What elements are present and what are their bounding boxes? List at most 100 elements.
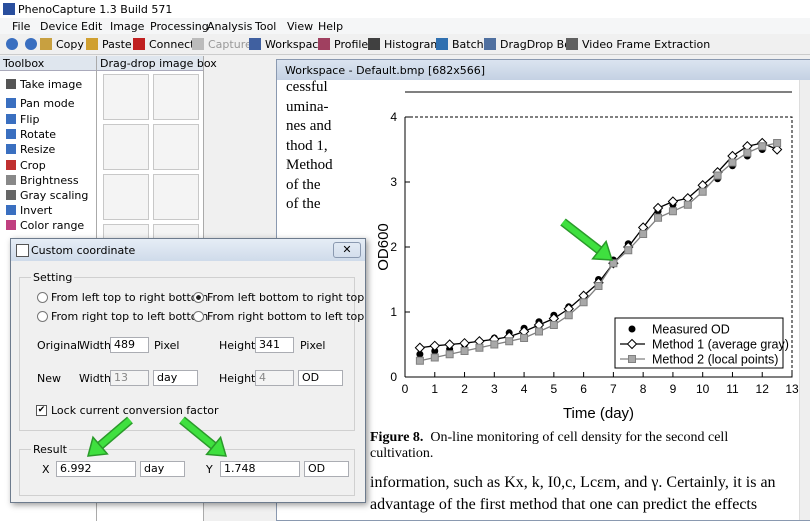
- toolbar-icon: [133, 38, 145, 50]
- nav-icon[interactable]: [25, 38, 37, 50]
- tool-item[interactable]: Gray scaling: [20, 189, 89, 202]
- tool-item[interactable]: Take image: [20, 78, 83, 91]
- toolbar-button[interactable]: Connect: [149, 38, 195, 51]
- menu-item[interactable]: Help: [318, 20, 344, 33]
- menu-item[interactable]: Device: [40, 20, 78, 33]
- tool-item[interactable]: Color range: [20, 219, 85, 232]
- unit-label: Pixel: [154, 339, 180, 352]
- y-tick-label: 4: [390, 110, 397, 124]
- custom-coordinate-dialog: Custom coordinate ✕ Setting From left top…: [10, 238, 366, 503]
- data-point: [652, 202, 664, 214]
- toolbar-button[interactable]: DragDrop Box: [500, 38, 578, 51]
- paper-line: nes and: [286, 118, 332, 134]
- data-point: [445, 350, 454, 359]
- arrow-shaft: [561, 219, 602, 253]
- app-title: PhenoCapture 1.3 Build 571: [18, 3, 173, 16]
- title-bar: PhenoCapture 1.3 Build 571: [0, 0, 810, 18]
- image-slot[interactable]: [153, 174, 199, 220]
- unit-input[interactable]: OD: [298, 370, 343, 386]
- image-slot[interactable]: [103, 174, 149, 220]
- width-input[interactable]: 13: [110, 370, 149, 386]
- scrollbar[interactable]: [799, 80, 810, 520]
- menu-item[interactable]: Image: [110, 20, 145, 33]
- radio-label[interactable]: From right top to left bottom: [51, 310, 209, 323]
- result-y[interactable]: 1.748: [220, 461, 300, 477]
- toolbar-button[interactable]: Video Frame Extraction: [582, 38, 711, 51]
- toolbar-button[interactable]: Profile: [334, 38, 369, 51]
- data-point: [414, 342, 426, 353]
- legend-label: Method 2 (local points): [652, 353, 778, 367]
- x-tick-label: 11: [726, 382, 739, 396]
- tool-item[interactable]: Resize: [20, 143, 56, 156]
- tool-item[interactable]: Brightness: [20, 174, 79, 187]
- data-point: [683, 200, 692, 209]
- data-point: [430, 353, 439, 362]
- data-point: [698, 187, 707, 196]
- result-unit[interactable]: OD: [304, 461, 349, 477]
- tool-icon: [6, 79, 16, 89]
- image-slot[interactable]: [153, 124, 199, 170]
- dragdrop-header: Drag-drop image box: [97, 56, 217, 71]
- data-point: [520, 334, 529, 342]
- data-point: [771, 144, 783, 155]
- x-tick-label: 6: [580, 382, 587, 396]
- width-input[interactable]: 489: [110, 337, 149, 353]
- tool-icon: [6, 220, 16, 230]
- checkbox[interactable]: ✔: [36, 405, 47, 416]
- x-tick-label: 1: [431, 382, 438, 396]
- toolbar-button[interactable]: Capture: [208, 38, 252, 51]
- paper-line: information, such as Kx, k, I0,c, Lcεm, …: [370, 474, 776, 491]
- tool-item[interactable]: Pan mode: [20, 97, 75, 110]
- data-point: [490, 340, 499, 349]
- close-button[interactable]: ✕: [333, 242, 361, 258]
- image-slot[interactable]: [103, 74, 149, 120]
- data-point: [579, 298, 588, 307]
- toolbar-button[interactable]: Histogram: [384, 38, 442, 51]
- tool-item[interactable]: Flip: [20, 113, 40, 126]
- x-tick-label: 9: [670, 382, 677, 396]
- menu-item[interactable]: Edit: [81, 20, 103, 33]
- data-point: [624, 246, 633, 255]
- data-point: [460, 347, 469, 355]
- toolbar: Copy Paste Connect Capture Workspace Profile H…: [0, 34, 810, 55]
- toolbar-icon: [249, 38, 261, 50]
- menu-item[interactable]: File: [12, 20, 31, 33]
- x-tick-label: 10: [696, 382, 710, 396]
- radio-button[interactable]: [37, 292, 48, 303]
- tool-item[interactable]: Crop: [20, 159, 46, 172]
- x-tick-label: 7: [610, 382, 617, 396]
- image-slot[interactable]: [153, 74, 199, 120]
- radio-label[interactable]: From left bottom to right top: [207, 291, 365, 304]
- nav-icon[interactable]: [6, 38, 18, 50]
- dragdrop-title: Drag-drop image box: [100, 57, 217, 70]
- toolbar-button[interactable]: Paste: [102, 38, 132, 51]
- checkbox-label[interactable]: Lock current conversion factor: [51, 404, 219, 417]
- radio-button[interactable]: [193, 292, 204, 303]
- menu-item[interactable]: Tool: [255, 20, 277, 33]
- unit-input[interactable]: day: [153, 370, 198, 386]
- arrow: [179, 416, 228, 457]
- tool-item[interactable]: Rotate: [20, 128, 57, 141]
- radio-label[interactable]: From left top to right bottom: [51, 291, 209, 304]
- menu-item[interactable]: Processing: [150, 20, 209, 33]
- image-slot[interactable]: [103, 124, 149, 170]
- toolbar-button[interactable]: Batch: [452, 38, 484, 51]
- toolbar-button[interactable]: Copy: [56, 38, 84, 51]
- legend-label: Method 1 (average gray): [652, 338, 789, 352]
- paper-line: umina-: [286, 98, 329, 115]
- menu-item[interactable]: View: [287, 20, 314, 33]
- caption-label: Figure 8.: [370, 430, 424, 445]
- height-input[interactable]: 341: [255, 337, 294, 353]
- x-tick-label: 4: [521, 382, 528, 396]
- result-x[interactable]: 6.992: [56, 461, 136, 477]
- menu-item[interactable]: Analysis: [207, 20, 253, 33]
- height-input[interactable]: 4: [255, 370, 294, 386]
- radio-button[interactable]: [37, 311, 48, 322]
- radio-button[interactable]: [193, 311, 204, 322]
- result-unit[interactable]: day: [140, 461, 185, 477]
- unit-label: Pixel: [300, 339, 326, 352]
- y-tick-label: 1: [390, 305, 397, 319]
- radio-label[interactable]: From right bottom to left top: [207, 310, 365, 323]
- toolbar-button[interactable]: Workspace: [265, 38, 326, 51]
- tool-item[interactable]: Invert: [20, 204, 53, 217]
